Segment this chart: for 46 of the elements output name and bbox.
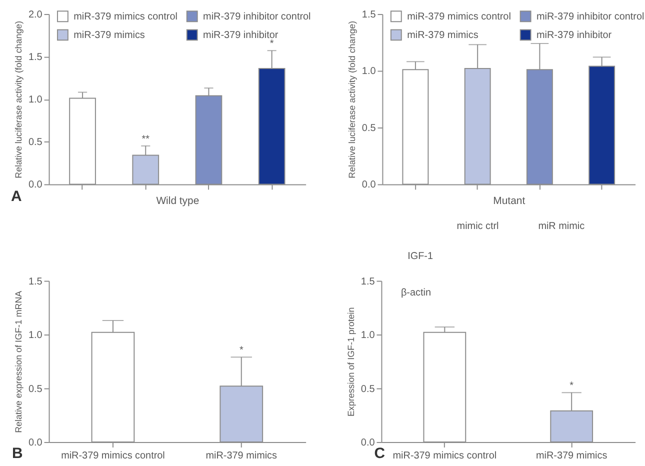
x-axis-title: Mutant [493, 196, 526, 208]
y-tick-label: 0.0 [28, 438, 43, 448]
legend-label: miR-379 inhibitor [536, 30, 612, 41]
y-tick-label: 2.0 [28, 9, 43, 20]
y-axis-title: Relative luciferase activity (fold change) [14, 20, 24, 178]
y-tick-label: 1.5 [28, 52, 43, 64]
text: miR mimic [538, 221, 585, 232]
y-tick-label: 0.5 [28, 137, 43, 148]
y-tick-label: 0.5 [362, 122, 376, 134]
legend-label: miR-379 inhibitor [203, 30, 279, 41]
y-tick-label: 1.0 [28, 330, 43, 341]
annotation: β-actin [400, 288, 431, 299]
y-tick-label: 1.5 [28, 276, 43, 288]
legend-label: miR-379 mimics [407, 30, 478, 41]
x-tick-label: miR-379 mimics [206, 450, 278, 462]
y-tick-label: 1.5 [362, 9, 376, 20]
text: mimic ctrl [456, 221, 499, 232]
legend-label: miR-379 inhibitor control [203, 11, 311, 22]
y-tick-label: 0.5 [360, 384, 376, 395]
y-tick-label: 0.0 [28, 180, 43, 191]
data-label: ** [142, 134, 150, 145]
x-axis-title: Wild type [156, 196, 200, 208]
data-label: * [239, 345, 244, 356]
x-tick-label: miR-379 mimics control [61, 450, 165, 462]
legend-label: miR-379 inhibitor control [536, 11, 644, 22]
y-tick-label: 0.0 [362, 180, 376, 191]
y-axis-title: Expression of IGF-1 protein [346, 307, 356, 417]
y-axis-title: Relative expression of IGF-1 mRNA [14, 290, 24, 433]
text: A [10, 188, 22, 206]
legend-label: miR-379 mimics control [407, 11, 511, 22]
text: C [374, 444, 386, 462]
text: B [12, 444, 23, 462]
data-label: * [270, 38, 274, 50]
y-tick-label: 1.5 [360, 276, 376, 288]
x-tick-label: miR-379 mimics [536, 450, 608, 462]
y-tick-label: 1.0 [362, 66, 376, 78]
y-tick-label: 0.5 [28, 384, 43, 395]
y-axis-title: Relative luciferase activity (fold change) [346, 20, 357, 178]
text: IGF-1 [408, 250, 434, 262]
legend-label: miR-379 mimics [74, 30, 145, 41]
legend-label: miR-379 mimics control [74, 11, 178, 22]
data-label: * [570, 380, 574, 392]
x-tick-label: miR-379 mimics control [392, 450, 497, 462]
y-tick-label: 1.0 [360, 330, 376, 341]
y-tick-label: 0.0 [360, 438, 376, 448]
y-tick-label: 1.0 [28, 94, 43, 106]
